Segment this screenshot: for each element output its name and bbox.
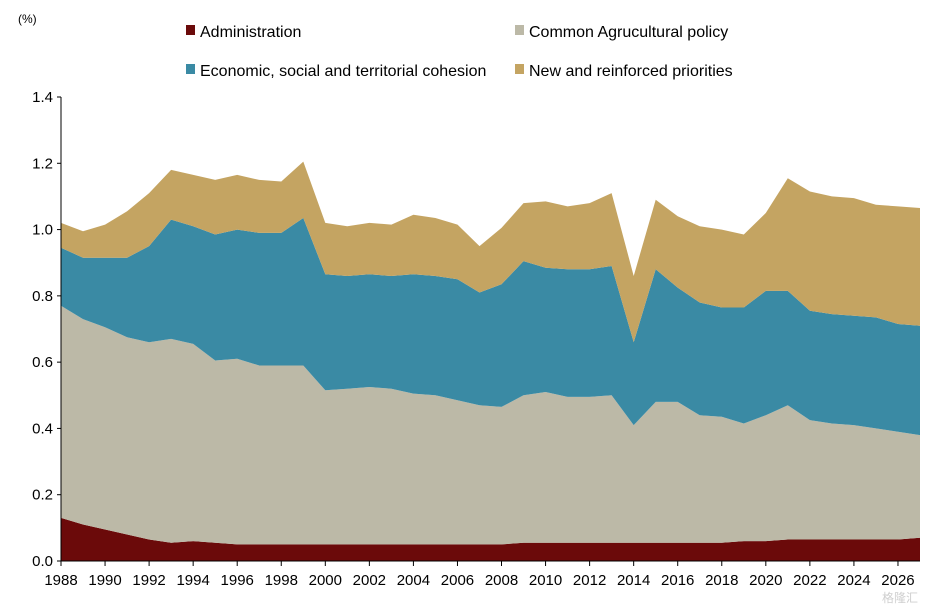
axes: 0.0 0.2 0.4 0.6 0.8 1.0 1.2 1.4 1988 1990 1992 1994… — [32, 89, 920, 589]
x-tick-label: 1998 — [265, 572, 298, 589]
watermark-text: 格隆汇 — [882, 590, 918, 605]
x-tick-label: 2020 — [749, 572, 782, 589]
x-tick-label: 2004 — [397, 572, 430, 589]
legend-item-administration: Administration — [186, 24, 301, 41]
area-series-new-and-reinforced-priorities — [61, 161, 920, 343]
y-tick-label: 1.4 — [32, 89, 53, 106]
x-tick-label: 2026 — [881, 572, 914, 589]
y-tick-label: 0.0 — [32, 553, 53, 570]
x-tick-label: 2022 — [793, 572, 826, 589]
legend-label-common-agricultural-policy: Common Agrucultural policy — [529, 24, 728, 41]
y-unit-label: (%) — [18, 12, 37, 26]
area-series-common-agrucultural-policy — [61, 305, 920, 545]
x-tick-label: 2012 — [573, 572, 606, 589]
x-tick-label: 2002 — [353, 572, 386, 589]
legend-item-common-agricultural-policy: Common Agrucultural policy — [515, 24, 728, 41]
x-tick-label: 1988 — [44, 572, 77, 589]
legend-item-new-priorities: New and reinforced priorities — [515, 63, 733, 80]
x-tick-label: 1990 — [88, 572, 121, 589]
legend-item-cohesion: Economic, social and territorial cohesio… — [186, 63, 486, 80]
x-tick-label: 2006 — [441, 572, 474, 589]
x-tick-label: 2010 — [529, 572, 562, 589]
x-tick-label: 1992 — [132, 572, 165, 589]
y-tick-label: 1.0 — [32, 222, 53, 239]
x-tick-label: 2000 — [309, 572, 342, 589]
legend-swatch-administration — [186, 25, 195, 35]
x-tick-label: 2016 — [661, 572, 694, 589]
x-tick-label: 2014 — [617, 572, 650, 589]
area-series-administration — [61, 517, 920, 561]
legend-label-administration: Administration — [200, 24, 301, 41]
y-tick-label: 0.4 — [32, 420, 53, 437]
area-series-economic-social-and-territorial-cohesion — [61, 218, 920, 436]
y-tick-label: 0.6 — [32, 354, 53, 371]
x-tick-label: 2008 — [485, 572, 518, 589]
area-layers — [61, 161, 920, 561]
x-tick-label: 1994 — [176, 572, 209, 589]
y-tick-label: 0.8 — [32, 288, 53, 305]
x-tick-label: 2018 — [705, 572, 738, 589]
legend: Administration Common Agrucultural polic… — [186, 24, 733, 80]
legend-swatch-common-agricultural-policy — [515, 25, 524, 35]
legend-swatch-cohesion — [186, 64, 195, 74]
y-tick-label: 1.2 — [32, 155, 53, 172]
legend-label-cohesion: Economic, social and territorial cohesio… — [200, 63, 486, 80]
legend-label-new-priorities: New and reinforced priorities — [529, 63, 733, 80]
x-tick-label: 2024 — [837, 572, 870, 589]
x-tick-label: 1996 — [221, 572, 254, 589]
y-tick-label: 0.2 — [32, 487, 53, 504]
legend-swatch-new-priorities — [515, 64, 524, 74]
